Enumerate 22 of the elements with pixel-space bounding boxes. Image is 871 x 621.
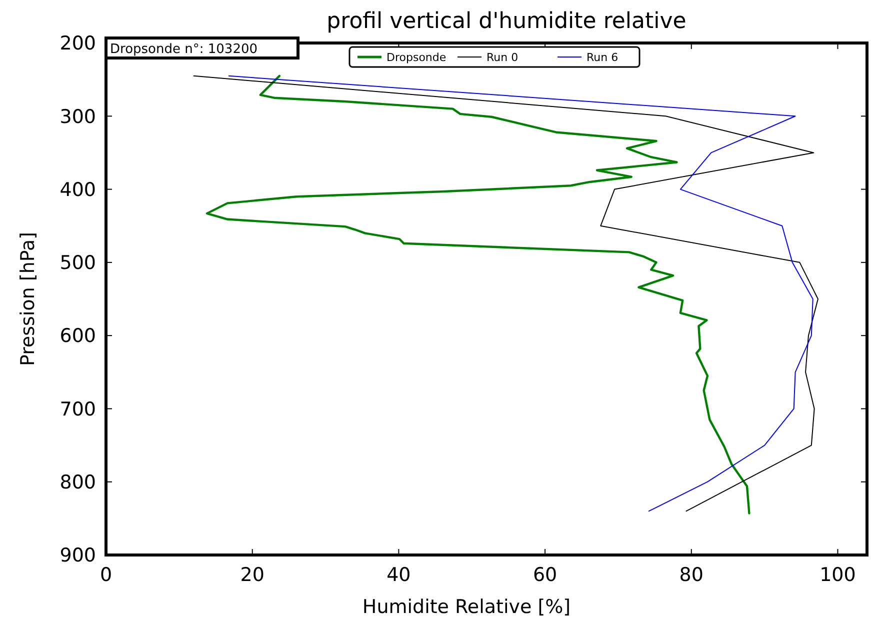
y-axis-title: Pression [hPa] (17, 232, 39, 366)
y-tick-label: 600 (60, 325, 96, 348)
legend-label: Run 6 (586, 51, 618, 64)
x-axis-title: Humidite Relative [%] (362, 596, 571, 618)
y-tick-label: 300 (60, 106, 96, 128)
y-tick-label: 700 (60, 398, 96, 420)
legend-label: Dropsonde (386, 51, 446, 64)
annotation: Dropsonde n°: 103200 (110, 42, 258, 57)
x-tick-label: 0 (100, 564, 112, 586)
chart-title: profil vertical d'humidite relative (326, 9, 686, 34)
x-tick-label: 20 (240, 564, 264, 586)
note-box: Dropsonde n°: 103200 (104, 36, 300, 60)
legend-label: Run 0 (486, 51, 518, 64)
y-tick-label: 800 (60, 472, 96, 494)
y-tick-label: 200 (60, 32, 96, 55)
y-tick-label: 500 (60, 252, 96, 274)
x-tick-label: 100 (820, 564, 856, 586)
y-tick-label: 900 (60, 544, 96, 567)
x-tick-label: 60 (532, 564, 558, 586)
x-tick-label: 80 (679, 564, 704, 586)
y-tick-label: 400 (60, 178, 96, 201)
x-tick-label: 40 (386, 564, 411, 586)
